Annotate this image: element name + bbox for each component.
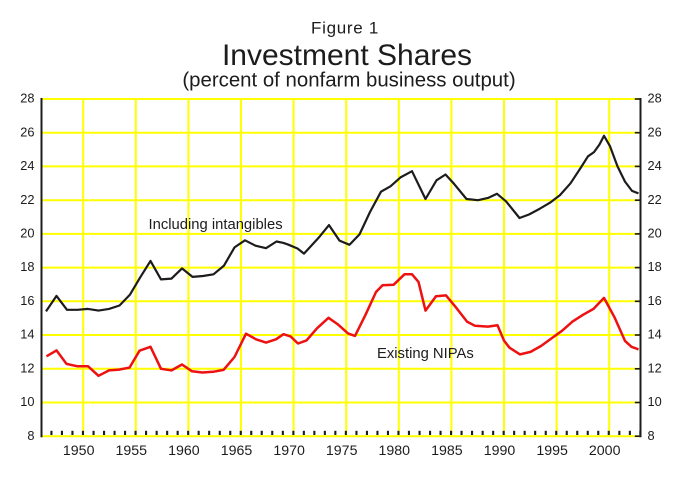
svg-text:26: 26 — [648, 124, 662, 139]
svg-text:20: 20 — [20, 226, 34, 241]
svg-text:Including intangibles: Including intangibles — [149, 217, 283, 233]
svg-text:2000: 2000 — [589, 443, 621, 459]
svg-text:14: 14 — [648, 327, 662, 342]
svg-text:16: 16 — [20, 293, 34, 308]
svg-text:26: 26 — [20, 124, 34, 139]
svg-text:12: 12 — [648, 360, 662, 375]
svg-text:8: 8 — [648, 428, 655, 443]
svg-text:28: 28 — [648, 91, 662, 106]
svg-text:18: 18 — [20, 259, 34, 274]
svg-text:18: 18 — [648, 259, 662, 274]
svg-text:1975: 1975 — [326, 443, 358, 459]
svg-text:1990: 1990 — [484, 443, 516, 459]
svg-text:12: 12 — [20, 360, 34, 375]
svg-text:1970: 1970 — [273, 443, 305, 459]
svg-text:22: 22 — [20, 192, 34, 207]
svg-text:10: 10 — [20, 394, 34, 409]
svg-text:Investment Shares: Investment Shares — [222, 39, 472, 72]
svg-text:1980: 1980 — [379, 443, 411, 459]
svg-text:10: 10 — [648, 394, 662, 409]
svg-text:1985: 1985 — [431, 443, 463, 459]
svg-text:8: 8 — [27, 428, 34, 443]
svg-text:14: 14 — [20, 327, 34, 342]
svg-text:Existing NIPAs: Existing NIPAs — [377, 346, 474, 362]
svg-text:20: 20 — [648, 226, 662, 241]
svg-text:24: 24 — [20, 158, 34, 173]
svg-text:28: 28 — [20, 91, 34, 106]
svg-text:22: 22 — [648, 192, 662, 207]
svg-text:1960: 1960 — [168, 443, 200, 459]
svg-text:1995: 1995 — [536, 443, 568, 459]
svg-text:24: 24 — [648, 158, 662, 173]
svg-text:16: 16 — [648, 293, 662, 308]
svg-text:Figure 1: Figure 1 — [311, 19, 379, 38]
svg-text:1950: 1950 — [63, 443, 95, 459]
svg-text:(percent of nonfarm business o: (percent of nonfarm business output) — [182, 69, 515, 91]
svg-text:1955: 1955 — [116, 443, 148, 459]
svg-text:1965: 1965 — [221, 443, 253, 459]
